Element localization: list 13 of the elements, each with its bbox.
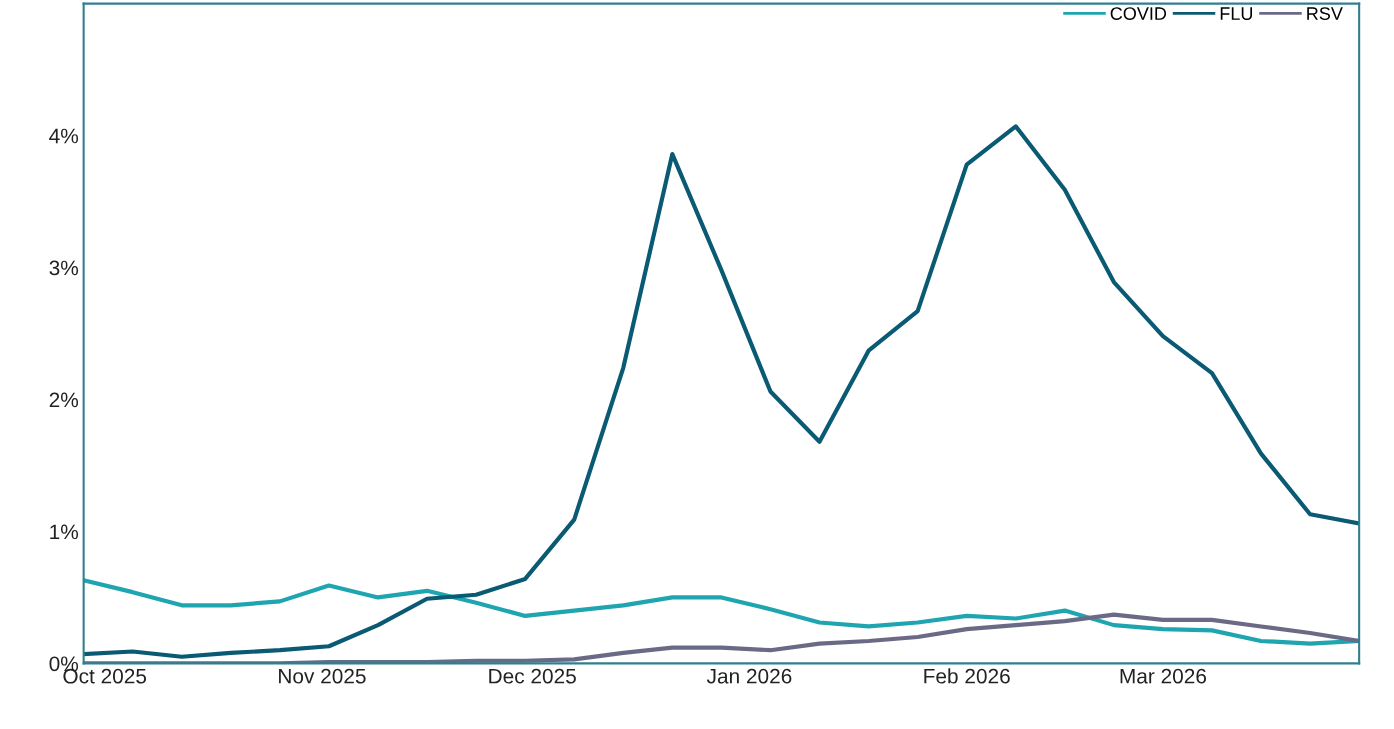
x-tick-label: Mar 2026 xyxy=(1120,668,1207,684)
y-tick-label: 3% xyxy=(49,260,79,276)
y-tick-label: 4% xyxy=(49,128,79,144)
legend-label: COVID xyxy=(1110,7,1167,20)
legend-label: RSV xyxy=(1307,7,1343,20)
x-tick-label: Dec 2025 xyxy=(489,668,576,684)
y-tick-label: 1% xyxy=(50,524,79,540)
x-tick-label: Feb 2026 xyxy=(924,668,1010,684)
x-tick-label: Jan 2026 xyxy=(706,668,792,684)
line-series xyxy=(83,124,1360,659)
legend-label: FLU xyxy=(1220,7,1253,20)
y-tick-label: 2% xyxy=(49,392,79,408)
x-tick-label: Nov 2025 xyxy=(279,668,366,684)
